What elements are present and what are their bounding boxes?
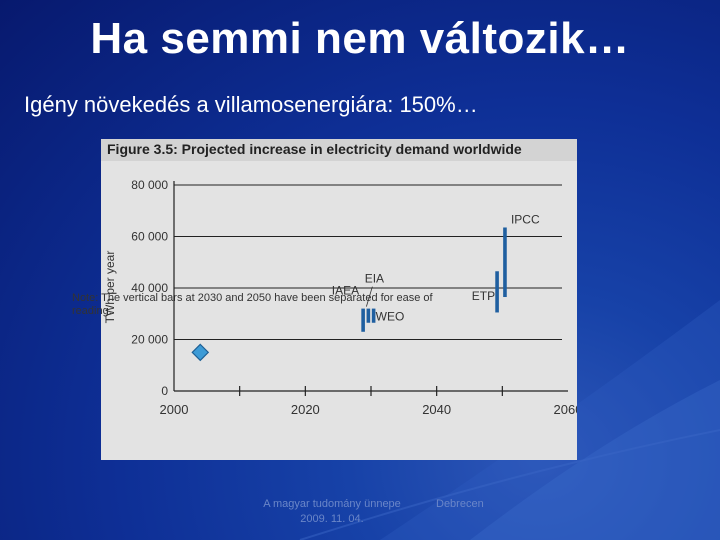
note-panel: [101, 427, 577, 460]
slide-subtitle: Igény növekedés a villamosenergiára: 150…: [24, 92, 478, 117]
slide-title: Ha semmi nem változik…: [90, 14, 630, 63]
range-label-iaea: IAEA: [332, 284, 359, 298]
eia-leader-line: [365, 286, 373, 307]
range-bar-iaea: [361, 308, 365, 332]
axes: [173, 181, 568, 396]
range-bar-eia: [366, 308, 371, 323]
range-label-ipcc: IPCC: [511, 212, 540, 226]
y-tick-label: 40 000: [131, 281, 168, 295]
chart-figure: Figure 3.5: Projected increase in electr…: [101, 139, 577, 460]
range-label-eia: EIA: [365, 272, 384, 286]
footer-event-name: A magyar tudomány ünnepe: [263, 498, 401, 510]
data-point-diamond: [191, 343, 210, 362]
footer-location: Debrecen: [436, 498, 484, 510]
y-tick-label: 80 000: [131, 178, 168, 192]
range-bar-weo: [371, 308, 376, 323]
chart-title: Figure 3.5: Projected increase in electr…: [107, 141, 522, 157]
range-annotations: IAEA EIA WEO ETP IPCC: [332, 212, 540, 323]
y-tick-labels: 0 20 000 40 000 60 000 80 000: [131, 178, 168, 398]
footer-event: A magyar tudomány ünnepe 2009. 11. 04.: [232, 498, 432, 525]
y-tick-label: 20 000: [131, 333, 168, 347]
x-tick-label: 2060: [554, 402, 577, 417]
range-label-weo: WEO: [376, 310, 405, 324]
x-tick-labels: 2000 2020 2040 2060: [160, 402, 577, 417]
y-tick-label: 60 000: [131, 230, 168, 244]
range-bar-ipcc: [503, 227, 507, 298]
range-label-etp: ETP: [472, 289, 495, 303]
y-tick-label: 0: [161, 384, 168, 398]
footer-date: 2009. 11. 04.: [300, 513, 364, 525]
x-tick-label: 2000: [160, 402, 189, 417]
y-axis-label: TWh per year: [103, 251, 117, 324]
figure-header: [101, 139, 577, 161]
x-tick-label: 2040: [422, 402, 451, 417]
range-bar-etp: [495, 271, 499, 313]
chart-note: Note: The vertical bars at 2030 and 2050…: [72, 292, 433, 317]
x-tick-label: 2020: [291, 402, 320, 417]
data-marks: [191, 227, 507, 362]
